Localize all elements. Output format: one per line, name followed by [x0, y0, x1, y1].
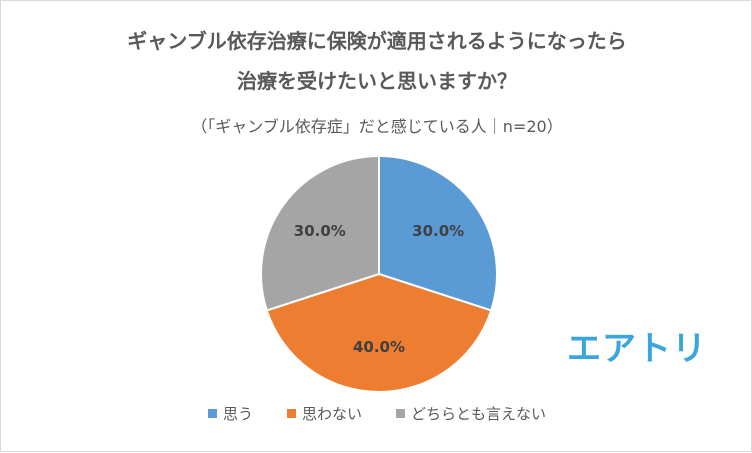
legend-swatch-0 [207, 409, 217, 418]
legend-item-2: どちらとも言えない [396, 403, 546, 424]
pie-data-label-1: 40.0% [353, 338, 405, 356]
legend-label-0: 思う [222, 405, 253, 423]
pie-slice-1 [265, 272, 493, 393]
legend-swatch-2 [396, 409, 405, 418]
chart-title-line1: ギャンブル依存治療に保険が適用されるようになったら [127, 29, 627, 53]
brand-logo: エアトリ [567, 329, 707, 369]
legend: 思う 思わない どちらとも言えない [1, 403, 752, 424]
pie-slice-0 [378, 154, 498, 312]
pie-data-label-0: 30.0% [412, 222, 464, 240]
legend-label-1: 思わない [301, 405, 362, 423]
chart-title-line2: 治療を受けたいと思いますか？ [237, 69, 517, 93]
chart-subtitle: （「ギャンブル依存症」だと感じている人｜n=20） [191, 117, 563, 136]
pie-data-label-2: 30.0% [294, 222, 346, 240]
pie-slice-2 [260, 154, 380, 312]
legend-swatch-1 [286, 409, 296, 418]
legend-item-1: 思わない [286, 403, 362, 424]
legend-item-0: 思う [207, 403, 253, 424]
legend-label-2: どちらとも言えない [411, 405, 547, 423]
